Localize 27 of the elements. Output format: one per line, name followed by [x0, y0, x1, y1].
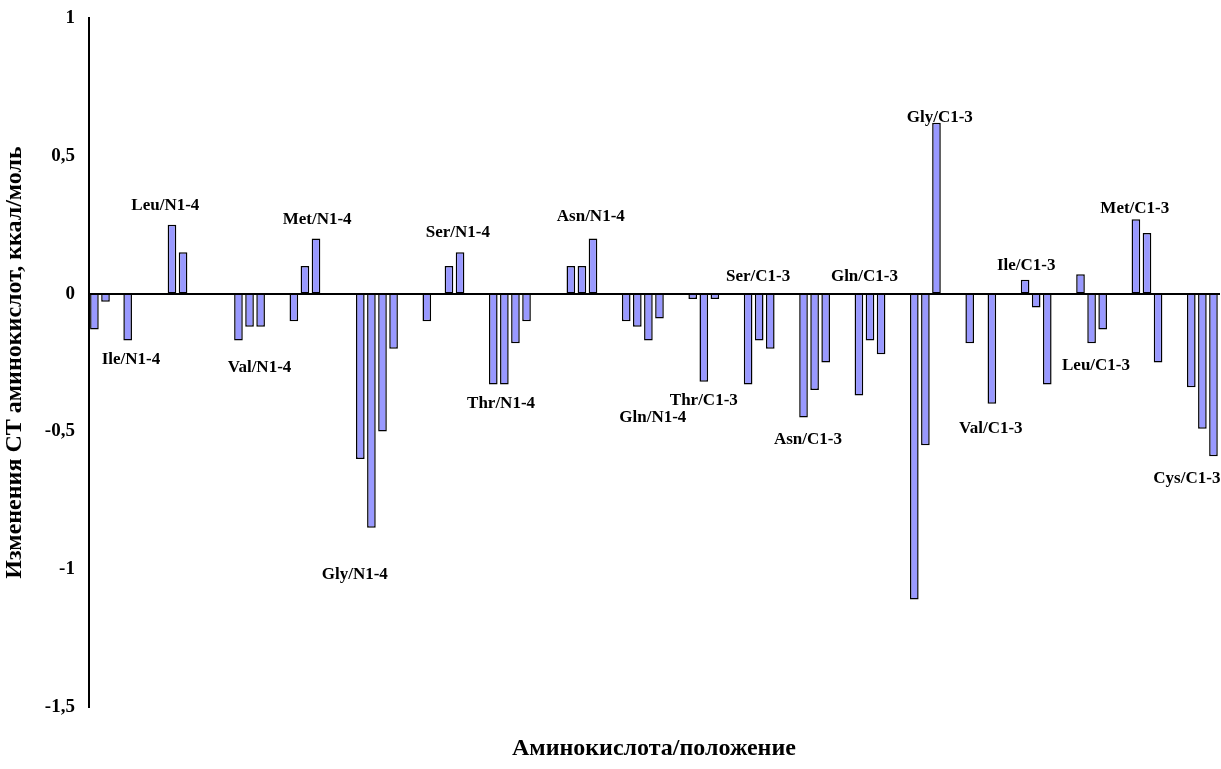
y-tick-label: 0	[65, 281, 75, 303]
annotation: Ser/N1-4	[425, 222, 491, 242]
annotation: Thr/N1-4	[467, 393, 536, 413]
annotation: Met/N1-4	[282, 208, 353, 228]
y-tick-label: -1	[59, 557, 75, 579]
annotation: Gly/C1-3	[906, 106, 973, 126]
annotation: Val/C1-3	[958, 418, 1023, 438]
annotation: Gln/N1-4	[619, 407, 687, 427]
annotation: Val/N1-4	[227, 357, 292, 377]
y-tick-label: -0,5	[44, 419, 75, 441]
annotation: Gln/C1-3	[830, 266, 898, 286]
y-axis-title: Изменения СТ аминокислот, ккал/моль	[0, 146, 26, 579]
annotation: Cys/C1-3	[1153, 467, 1221, 487]
annotation: Asn/C1-3	[773, 429, 842, 449]
annotation: Met/C1-3	[1100, 197, 1170, 217]
annotation: Thr/C1-3	[669, 390, 738, 410]
annotation: Ser/C1-3	[725, 266, 791, 286]
annotation: Gly/N1-4	[321, 564, 389, 584]
annotation: Ile/C1-3	[996, 255, 1056, 275]
y-tick-label: -1,5	[44, 694, 75, 716]
annotation: Leu/C1-3	[1062, 354, 1131, 374]
x-axis-title: Аминокислота/положение	[511, 734, 797, 761]
annotation: Leu/N1-4	[131, 194, 200, 214]
annotation: Asn/N1-4	[556, 205, 626, 225]
y-tick-label: 1	[65, 5, 75, 27]
y-tick-label: 0,5	[51, 143, 75, 165]
annotation: Ile/N1-4	[101, 349, 161, 369]
